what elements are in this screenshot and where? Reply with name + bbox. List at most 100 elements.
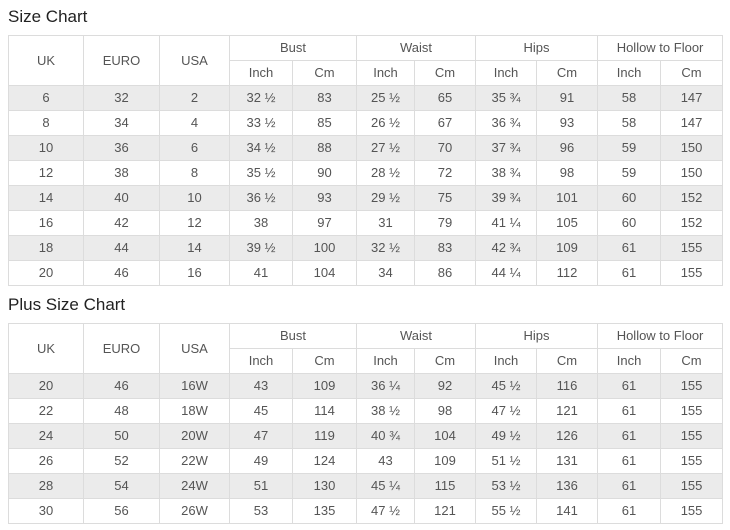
table-row: 22 48 18W 45 114 38 ½ 98 47 ½ 121 61 155 xyxy=(8,398,724,424)
table-cell: 61 xyxy=(597,448,662,474)
table-cell: 10 xyxy=(159,185,230,211)
table-cell: 26W xyxy=(159,498,230,524)
table-cell: 147 xyxy=(660,110,724,136)
table-cell: 44 xyxy=(83,235,160,261)
col-header-hollow-to-floor: Hollow to Floor xyxy=(597,323,724,349)
header-unit-row: Inch Cm Inch Cm Inch Cm Inch Cm xyxy=(9,60,724,86)
table-cell: 136 xyxy=(536,473,599,499)
table-cell: 119 xyxy=(291,423,358,449)
table-row: 20 46 16 41 104 34 86 44 ¼ 112 61 155 xyxy=(8,260,724,286)
table-cell: 56 xyxy=(83,498,160,524)
table-cell: 37 ¾ xyxy=(475,135,538,161)
table-body: 6 32 2 32 ½ 83 25 ½ 65 35 ¾ 91 58 147 8 34 4 33 ½ 85 26 … xyxy=(8,85,724,286)
size-chart-page: Size Chart UK EURO USA Bust Waist Hips H… xyxy=(8,7,724,524)
size-chart-title: Size Chart xyxy=(8,7,88,26)
table-cell: 53 ½ xyxy=(475,473,538,499)
table-cell: 155 xyxy=(660,448,724,474)
plus-size-chart-title: Plus Size Chart xyxy=(8,295,126,314)
table-cell: 65 xyxy=(414,85,477,111)
table-cell: 51 ½ xyxy=(475,448,538,474)
table-cell: 45 ½ xyxy=(475,373,538,399)
unit-header-bust-cm: Cm xyxy=(291,348,358,374)
table-cell: 12 xyxy=(159,210,230,236)
table-cell: 47 ½ xyxy=(356,498,416,524)
table-cell: 35 ¾ xyxy=(475,85,538,111)
table-cell: 155 xyxy=(660,373,724,399)
table-cell: 58 xyxy=(597,110,662,136)
table-cell: 93 xyxy=(536,110,599,136)
table-cell: 25 ½ xyxy=(356,85,416,111)
table-cell: 43 xyxy=(229,373,293,399)
table-cell: 33 ½ xyxy=(229,110,293,136)
table-cell: 83 xyxy=(291,85,358,111)
table-row: 14 40 10 36 ½ 93 29 ½ 75 39 ¾ 101 60 152 xyxy=(8,185,724,211)
table-cell: 152 xyxy=(660,210,724,236)
table-cell: 61 xyxy=(597,235,662,261)
col-header-usa: USA xyxy=(159,323,230,374)
table-cell: 104 xyxy=(414,423,477,449)
table-cell: 51 xyxy=(229,473,293,499)
table-cell: 59 xyxy=(597,160,662,186)
table-cell: 10 xyxy=(8,135,84,161)
table-cell: 12 xyxy=(8,160,84,186)
table-cell: 59 xyxy=(597,135,662,161)
table-cell: 98 xyxy=(414,398,477,424)
table-cell: 8 xyxy=(8,110,84,136)
table-cell: 83 xyxy=(414,235,477,261)
table-cell: 60 xyxy=(597,210,662,236)
col-header-usa: USA xyxy=(159,35,230,86)
table-row: 24 50 20W 47 119 40 ¾ 104 49 ½ 126 61 155 xyxy=(8,423,724,449)
table-row: 28 54 24W 51 130 45 ¼ 115 53 ½ 136 61 155 xyxy=(8,473,724,499)
table-cell: 14 xyxy=(8,185,84,211)
unit-header-hips-inch: Inch xyxy=(475,60,538,86)
header-unit-row: Inch Cm Inch Cm Inch Cm Inch Cm xyxy=(9,348,724,374)
col-header-hips: Hips xyxy=(475,323,599,349)
table-cell: 54 xyxy=(83,473,160,499)
table-cell: 45 ¼ xyxy=(356,473,416,499)
table-cell: 38 xyxy=(229,210,293,236)
table-cell: 40 ¾ xyxy=(356,423,416,449)
table-cell: 75 xyxy=(414,185,477,211)
table-cell: 22 xyxy=(8,398,84,424)
table-cell: 18W xyxy=(159,398,230,424)
table-cell: 50 xyxy=(83,423,160,449)
table-cell: 26 xyxy=(8,448,84,474)
table-cell: 6 xyxy=(8,85,84,111)
table-cell: 20 xyxy=(8,373,84,399)
table-row: 10 36 6 34 ½ 88 27 ½ 70 37 ¾ 96 59 150 xyxy=(8,135,724,161)
table-cell: 27 ½ xyxy=(356,135,416,161)
col-header-hips: Hips xyxy=(475,35,599,61)
table-cell: 124 xyxy=(291,448,358,474)
unit-header-waist-inch: Inch xyxy=(356,60,416,86)
table-cell: 141 xyxy=(536,498,599,524)
table-cell: 49 xyxy=(229,448,293,474)
table-cell: 28 ½ xyxy=(356,160,416,186)
table-cell: 93 xyxy=(291,185,358,211)
table-cell: 121 xyxy=(536,398,599,424)
table-cell: 14 xyxy=(159,235,230,261)
table-cell: 20 xyxy=(8,260,84,286)
table-cell: 52 xyxy=(83,448,160,474)
table-cell: 34 ½ xyxy=(229,135,293,161)
table-cell: 46 xyxy=(83,260,160,286)
unit-header-hollow-inch: Inch xyxy=(597,60,662,86)
table-cell: 155 xyxy=(660,235,724,261)
table-cell: 26 ½ xyxy=(356,110,416,136)
unit-header-hollow-cm: Cm xyxy=(660,60,724,86)
col-header-euro: EURO xyxy=(83,323,160,374)
unit-header-waist-inch: Inch xyxy=(356,348,416,374)
table-cell: 34 xyxy=(83,110,160,136)
table-cell: 88 xyxy=(291,135,358,161)
table-cell: 61 xyxy=(597,373,662,399)
table-row: 8 34 4 33 ½ 85 26 ½ 67 36 ¾ 93 58 147 xyxy=(8,110,724,136)
table-cell: 131 xyxy=(536,448,599,474)
table-cell: 32 ½ xyxy=(356,235,416,261)
table-cell: 35 ½ xyxy=(229,160,293,186)
table-cell: 150 xyxy=(660,160,724,186)
table-cell: 90 xyxy=(291,160,358,186)
table-cell: 44 ¼ xyxy=(475,260,538,286)
table-cell: 97 xyxy=(291,210,358,236)
table-cell: 39 ½ xyxy=(229,235,293,261)
header-group-row: UK EURO USA Bust Waist Hips Hollow to Fl… xyxy=(8,35,724,86)
table-cell: 109 xyxy=(291,373,358,399)
